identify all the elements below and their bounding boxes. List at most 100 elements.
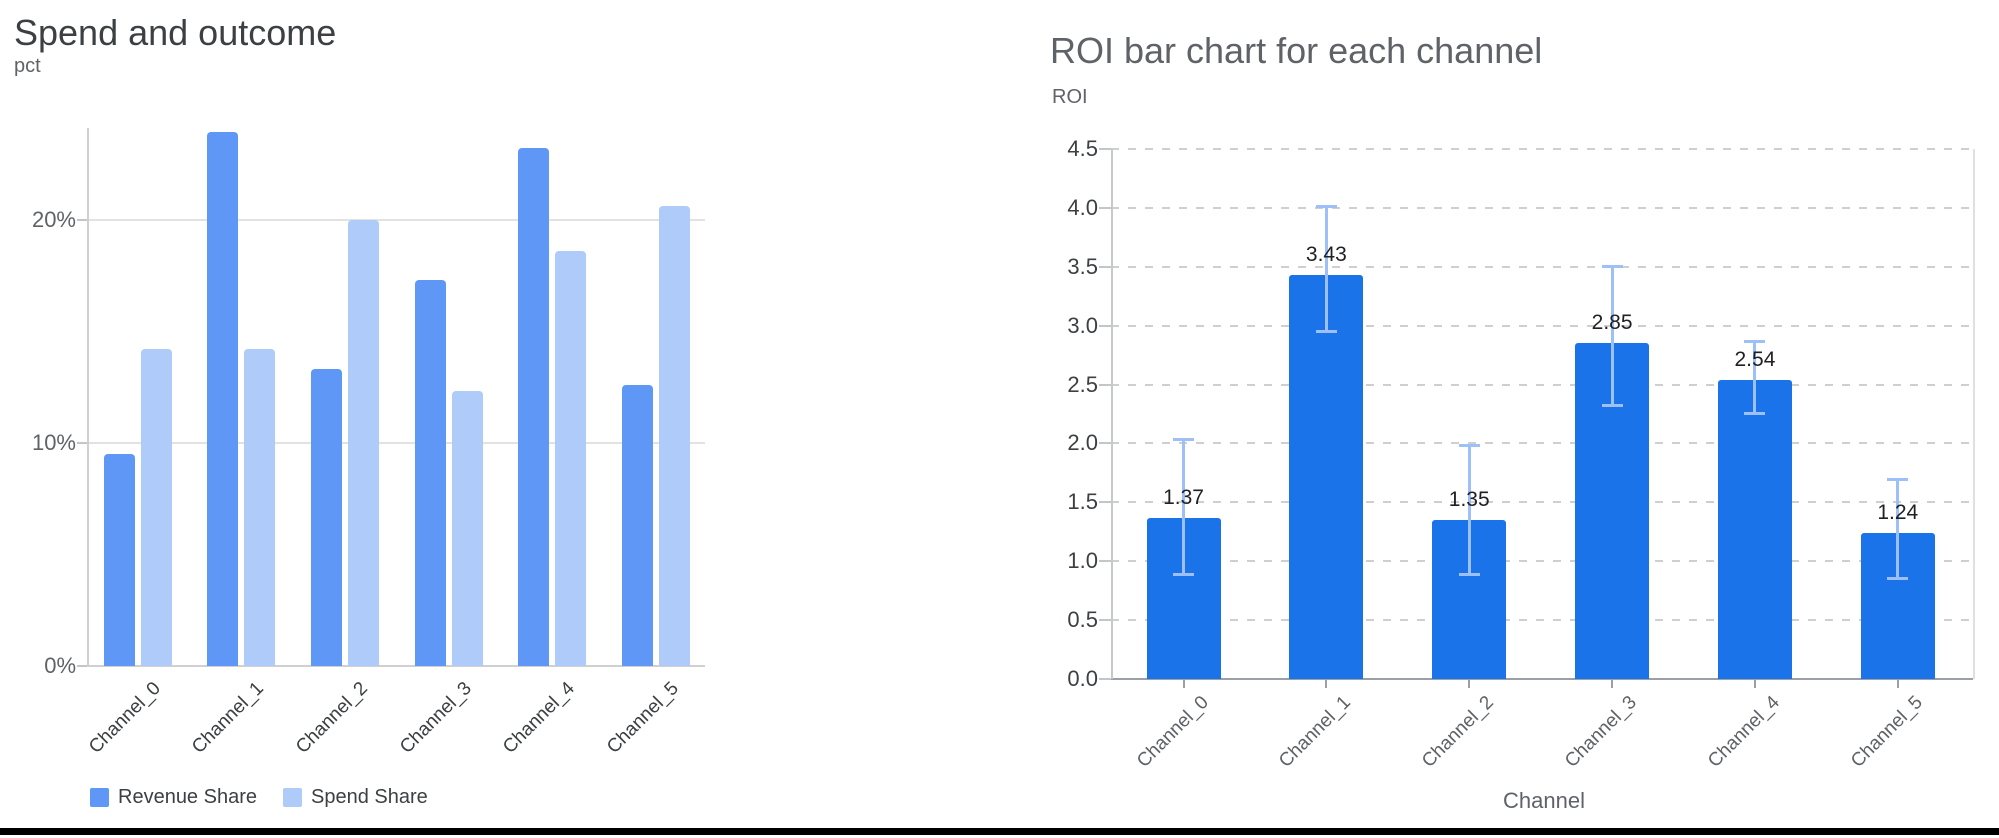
roi-y-axis-label: ROI (1052, 86, 1088, 108)
bar-spend-share-channel_1[interactable] (244, 349, 276, 666)
error-bar-bottom-cap (1744, 412, 1766, 415)
x-tick (1325, 679, 1328, 688)
spend-outcome-legend: Revenue Share Spend Share (90, 786, 454, 809)
bar-value-label-channel_0: 1.37 (1163, 485, 1204, 509)
gridline (1111, 324, 1973, 327)
error-bar-bottom-cap (1173, 573, 1194, 577)
bar-spend-share-channel_2[interactable] (347, 219, 379, 666)
error-bar-top-cap (1744, 339, 1766, 343)
x-axis-line (1111, 678, 1973, 680)
bar-spend-share-channel_0[interactable] (140, 349, 172, 666)
legend-label: Revenue Share (118, 786, 257, 808)
gridline (1111, 206, 1973, 209)
x-label-channel_4: Channel_4 (499, 678, 580, 758)
roi-x-axis-title: Channel (1503, 788, 1585, 813)
error-bar-top-cap (1887, 477, 1909, 481)
bar-value-label-channel_1: 3.43 (1305, 243, 1347, 267)
y-tick-label: 0.5 (1067, 607, 1098, 633)
error-bar-channel_5 (1896, 478, 1900, 579)
spend-outcome-title: Spend and outcome (14, 12, 337, 53)
error-bar-channel_3 (1610, 265, 1614, 406)
y-axis-line (87, 128, 89, 666)
y-tick-label: 0% (44, 653, 76, 678)
error-bar-bottom-cap (1601, 403, 1623, 407)
y-tick (1099, 148, 1111, 150)
x-tick (1611, 679, 1614, 688)
x-label-channel_1: Channel_1 (188, 678, 269, 758)
y-tick-label: 20% (31, 206, 76, 232)
error-bar-top-cap (1315, 204, 1337, 208)
x-label-channel_1: Channel_1 (1275, 692, 1356, 772)
error-bar-channel_1 (1324, 205, 1328, 332)
x-label-channel_5: Channel_5 (1846, 692, 1927, 772)
y-tick (1099, 560, 1111, 563)
bar-revenue-share-channel_5[interactable] (622, 384, 653, 666)
x-label-channel_0: Channel_0 (1132, 692, 1213, 772)
x-label-channel_3: Channel_3 (395, 678, 476, 758)
bar-revenue-share-channel_2[interactable] (310, 369, 342, 666)
y-tick (77, 665, 87, 667)
spend-outcome-chart: Spend and outcome pct 0% 10% 20% Channel_0… (14, 12, 705, 809)
window-bottom-border (0, 828, 1999, 835)
bar-roi-channel_1[interactable] (1289, 275, 1364, 679)
y-tick (1099, 442, 1111, 445)
roi-chart-title: ROI bar chart for each channel (1050, 30, 1543, 71)
bar-revenue-share-channel_1[interactable] (207, 132, 239, 666)
y-tick-label: 4.0 (1067, 194, 1098, 220)
y-tick (1099, 678, 1111, 680)
y-tick-label: 2.0 (1067, 430, 1098, 456)
error-bar-channel_4 (1753, 340, 1757, 414)
legend-item-spend-share[interactable]: Spend Share (282, 786, 428, 809)
x-tick (1896, 679, 1899, 688)
legend-item-revenue-share[interactable]: Revenue Share (90, 786, 257, 809)
y-tick-label: 3.5 (1067, 253, 1098, 279)
x-label-channel_4: Channel_4 (1703, 692, 1784, 772)
gridline (87, 441, 705, 444)
y-tick (1099, 501, 1111, 504)
x-tick (1468, 679, 1471, 688)
error-bar-channel_0 (1182, 438, 1185, 576)
error-bar-top-cap (1458, 443, 1480, 447)
y-tick-label: 1.5 (1067, 489, 1098, 515)
x-label-channel_2: Channel_2 (1418, 692, 1499, 772)
gridline (87, 665, 705, 667)
y-tick-label: 3.0 (1067, 312, 1098, 338)
gridline (1111, 148, 1973, 150)
y-axis-line (1111, 149, 1113, 679)
gridline (1111, 560, 1973, 563)
roi-chart: ROI bar chart for each channel ROI 0.0 0.… (1000, 0, 1999, 838)
x-tick (1182, 679, 1185, 688)
spend-outcome-y-unit: pct (14, 55, 41, 77)
bar-value-label-channel_5: 1.24 (1877, 500, 1919, 524)
error-bar-top-cap (1601, 264, 1623, 268)
bar-value-label-channel_3: 2.85 (1591, 311, 1633, 335)
bar-roi-channel_4[interactable] (1717, 379, 1792, 679)
bar-spend-share-channel_4[interactable] (555, 250, 587, 666)
bar-spend-share-channel_3[interactable] (451, 391, 483, 666)
gridline (1111, 442, 1973, 445)
error-bar-channel_2 (1467, 444, 1471, 576)
bar-spend-share-channel_5[interactable] (659, 206, 690, 666)
y-tick-label: 4.5 (1067, 136, 1098, 161)
spend-outcome-plot-area: 0% 10% 20% (32, 128, 705, 678)
gridline (1111, 265, 1973, 268)
bar-revenue-share-channel_0[interactable] (103, 453, 135, 666)
bar-revenue-share-channel_4[interactable] (518, 148, 550, 666)
y-tick-label: 10% (31, 429, 76, 455)
y-tick (77, 218, 87, 221)
error-bar-top-cap (1173, 437, 1194, 441)
x-label-channel_0: Channel_0 (84, 678, 165, 758)
gridline (1111, 619, 1973, 622)
roi-plot-area: 0.0 0.5 1.0 1.5 2.0 2.5 3.0 3.5 4.0 4.5 1.37 3.43 1.… (1067, 136, 1975, 691)
y-tick (1099, 619, 1111, 622)
x-label-channel_2: Channel_2 (291, 678, 372, 758)
error-bar-bottom-cap (1887, 576, 1909, 580)
bar-value-label-channel_4: 2.54 (1734, 347, 1776, 371)
gridline (87, 218, 705, 221)
legend-swatch-icon (90, 788, 109, 807)
gridline (1111, 501, 1973, 504)
bar-revenue-share-channel_3[interactable] (414, 279, 446, 666)
gridline (1111, 383, 1973, 386)
y-tick (1099, 206, 1111, 209)
